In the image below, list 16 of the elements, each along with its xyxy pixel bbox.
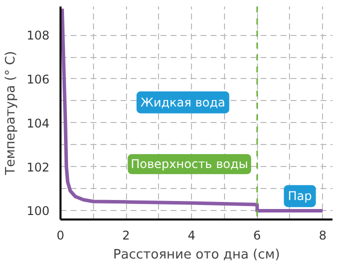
line-series — [60, 6, 324, 212]
x-tick-label: 4 — [188, 228, 196, 242]
y-tick-label: 108 — [26, 28, 50, 43]
x-tick-label: 0 — [56, 228, 64, 242]
x-tick-label: 6 — [253, 228, 261, 242]
annotation: Пар — [288, 189, 312, 204]
y-axis-title: Температура (° C) — [4, 51, 19, 176]
annotation: Жидкая вода — [140, 95, 226, 110]
ref-line-label: Поверхность воды — [130, 157, 248, 172]
x-axis-title: Расстояние ото дна (см) — [113, 248, 280, 262]
x-tick-label: 8 — [318, 228, 326, 242]
y-tick-label: 104 — [26, 116, 50, 130]
x-tick-label: 2 — [122, 228, 130, 242]
y-tick-label: 102 — [26, 160, 50, 174]
y-tick-label: 106 — [26, 72, 50, 86]
y-tick-label: 100 — [26, 204, 50, 218]
